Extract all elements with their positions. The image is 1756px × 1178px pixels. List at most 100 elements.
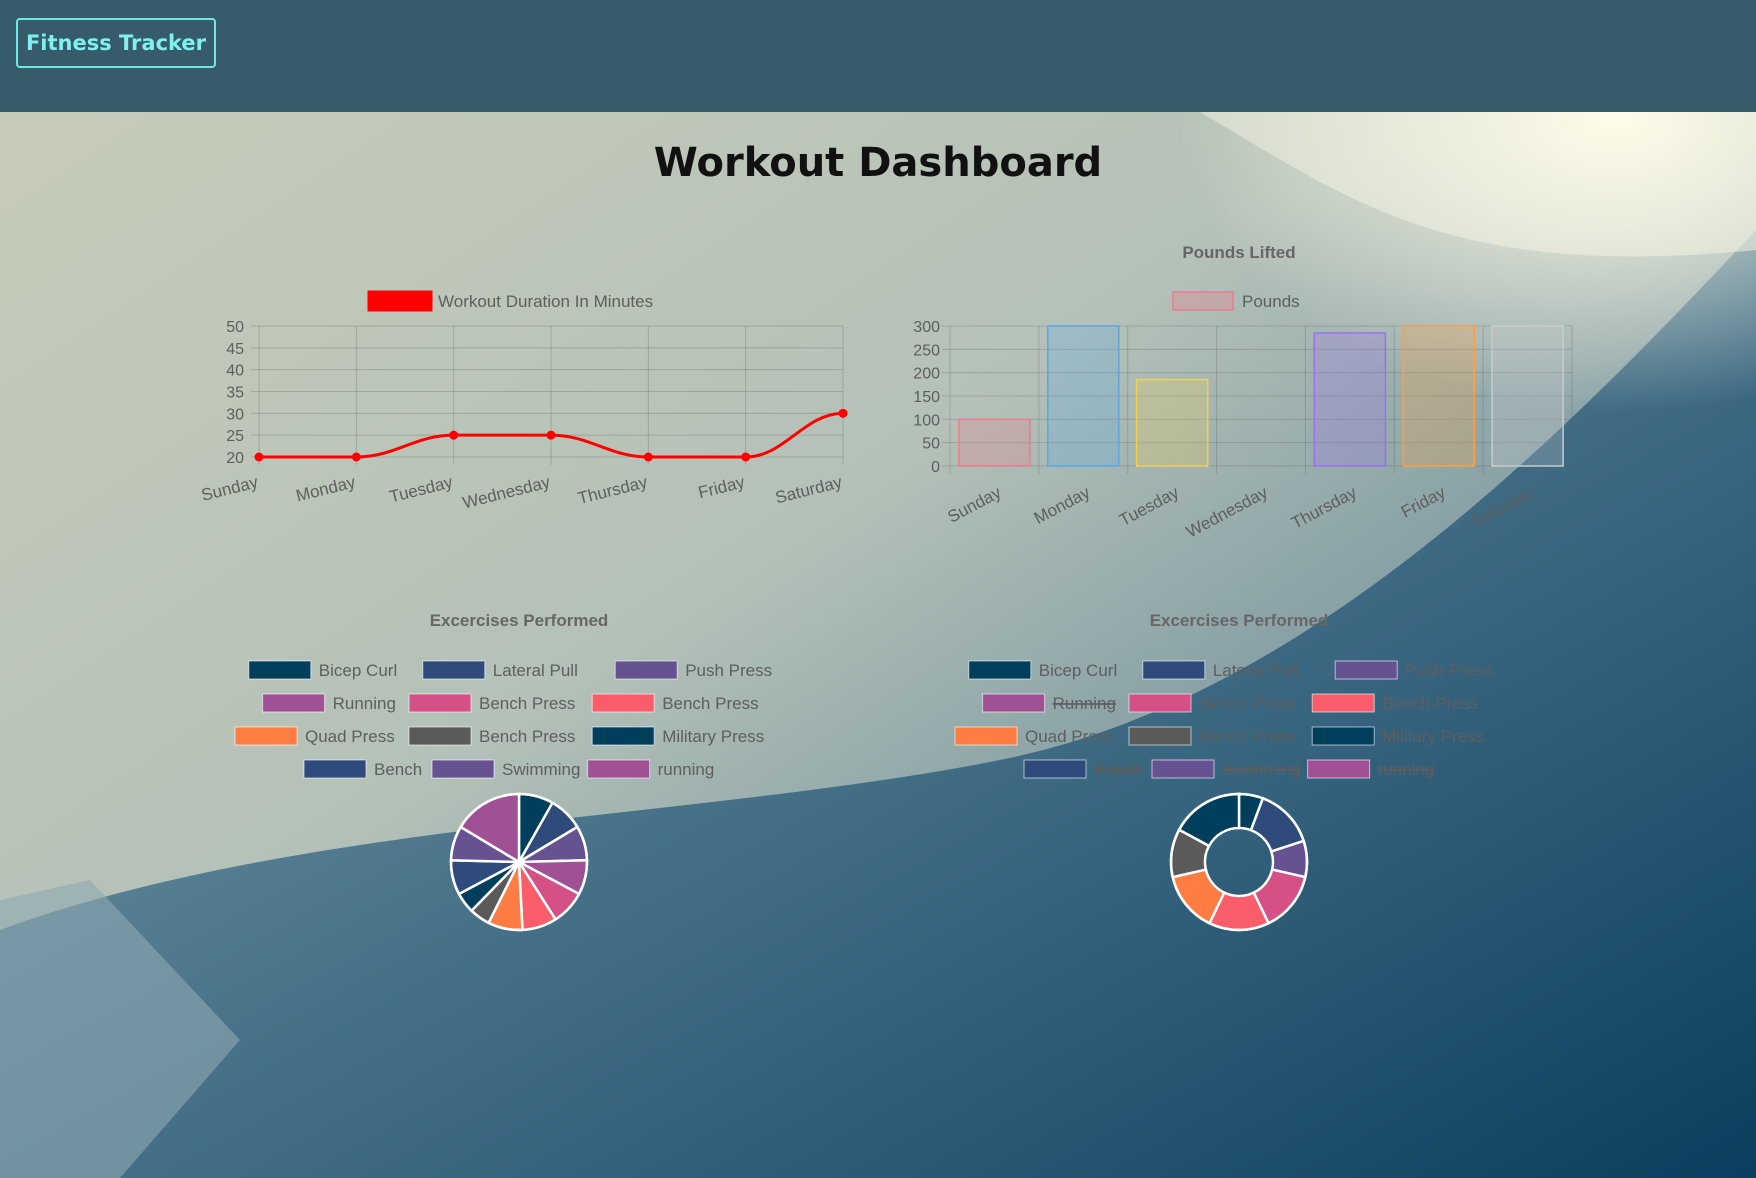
legend-swatch[interactable]: [303, 759, 367, 779]
legend-swatch[interactable]: [1128, 693, 1192, 713]
legend-item[interactable]: Swimming: [1151, 759, 1300, 779]
data-point[interactable]: [838, 408, 848, 418]
legend-item[interactable]: Bench Press: [1128, 693, 1295, 713]
legend-label: Running: [333, 694, 396, 713]
pie-outline: [449, 792, 589, 932]
legend-label: Bicep Curl: [1039, 661, 1117, 680]
legend-item[interactable]: Bench: [1023, 759, 1142, 779]
legend-label: Swimming: [1222, 760, 1300, 779]
x-tick-label: Thursday: [576, 472, 650, 508]
legend-item[interactable]: Push Press: [614, 660, 772, 680]
legend-item[interactable]: Bicep Curl: [248, 660, 397, 680]
legend-label: Quad Press: [305, 727, 395, 746]
legend-swatch[interactable]: [1142, 660, 1206, 680]
x-tick-label: Friday: [696, 472, 747, 502]
line-legend[interactable]: Workout Duration In Minutes: [367, 290, 653, 312]
x-tick-label: Sunday: [199, 472, 260, 505]
legend-label: Bench Press: [662, 694, 758, 713]
legend-swatch[interactable]: [422, 660, 486, 680]
legend-item[interactable]: Bench Press: [1311, 693, 1479, 713]
legend-item[interactable]: Quad Press: [234, 726, 395, 746]
legend-label: Bench Press: [1199, 727, 1295, 746]
data-point[interactable]: [741, 452, 751, 462]
legend-item[interactable]: Quad Press: [954, 726, 1115, 746]
legend-item[interactable]: Military Press: [591, 726, 764, 746]
legend-swatch[interactable]: [614, 660, 678, 680]
legend-swatch[interactable]: [1151, 759, 1215, 779]
data-point[interactable]: [254, 452, 264, 462]
chart-title: Excercises Performed: [1150, 611, 1329, 630]
legend-item[interactable]: Bench Press: [408, 693, 575, 713]
y-tick-label: 40: [226, 363, 244, 380]
bar[interactable]: [1491, 325, 1564, 467]
legend-item[interactable]: Push Press: [1334, 660, 1492, 680]
legend-label: Bench: [374, 760, 422, 779]
legend-label: Bench Press: [1199, 694, 1295, 713]
y-tick-label: 300: [913, 319, 940, 336]
legend-swatch[interactable]: [408, 693, 472, 713]
data-point[interactable]: [449, 430, 459, 440]
legend-label: Military Press: [1382, 727, 1484, 746]
data-point[interactable]: [546, 430, 556, 440]
legend-item[interactable]: Running: [982, 693, 1116, 713]
legend-swatch[interactable]: [1172, 291, 1234, 311]
legend-item[interactable]: Lateral Pull: [422, 660, 578, 680]
legend-swatch[interactable]: [1334, 660, 1398, 680]
bar[interactable]: [1402, 325, 1476, 467]
legend-swatch[interactable]: [1128, 726, 1192, 746]
y-tick-label: 100: [913, 412, 940, 429]
legend-swatch[interactable]: [982, 693, 1046, 713]
legend-label: Swimming: [502, 760, 580, 779]
legend-label: Push Press: [685, 661, 772, 680]
legend-swatch[interactable]: [408, 726, 472, 746]
y-tick-label: 50: [922, 436, 940, 453]
legend-label: Bicep Curl: [319, 661, 397, 680]
x-tick-label: Wednesday: [1183, 483, 1271, 542]
legend-item[interactable]: Lateral Pull: [1142, 660, 1298, 680]
legend-label: Running: [1053, 694, 1116, 713]
bar[interactable]: [1135, 378, 1209, 467]
brand-button[interactable]: Fitness Tracker: [16, 18, 216, 68]
legend-swatch[interactable]: [1023, 759, 1087, 779]
legend-item[interactable]: Swimming: [431, 759, 580, 779]
navbar: Fitness Tracker: [0, 0, 1756, 112]
legend-swatch[interactable]: [591, 726, 655, 746]
bar[interactable]: [1046, 325, 1120, 467]
legend-swatch[interactable]: [234, 726, 298, 746]
x-tick-label: Tuesday: [387, 472, 455, 506]
legend-swatch[interactable]: [591, 693, 655, 713]
legend-swatch[interactable]: [367, 290, 433, 312]
legend-swatch[interactable]: [587, 759, 651, 779]
pie-outline: [1169, 792, 1309, 932]
legend-item[interactable]: running: [587, 759, 715, 779]
chart-title: Excercises Performed: [430, 611, 609, 630]
legend-swatch[interactable]: [262, 693, 326, 713]
legend-item[interactable]: Bench: [303, 759, 422, 779]
bar-legend[interactable]: Pounds: [1172, 291, 1300, 311]
legend-item[interactable]: Bench Press: [591, 693, 759, 713]
y-tick-label: 200: [913, 366, 940, 383]
legend-swatch[interactable]: [431, 759, 495, 779]
legend-item[interactable]: running: [1307, 759, 1435, 779]
x-tick-label: Thursday: [1288, 483, 1360, 533]
legend-item[interactable]: Bench Press: [1128, 726, 1295, 746]
data-point[interactable]: [643, 452, 653, 462]
y-tick-label: 45: [226, 341, 244, 358]
legend-label: running: [1378, 760, 1435, 779]
legend-swatch[interactable]: [968, 660, 1032, 680]
data-point[interactable]: [351, 452, 361, 462]
legend-item[interactable]: Military Press: [1311, 726, 1484, 746]
legend-swatch[interactable]: [1311, 726, 1375, 746]
legend-item[interactable]: Bicep Curl: [968, 660, 1117, 680]
legend-item[interactable]: Bench Press: [408, 726, 575, 746]
legend-swatch[interactable]: [1311, 693, 1375, 713]
legend-swatch[interactable]: [954, 726, 1018, 746]
legend-item[interactable]: Running: [262, 693, 396, 713]
legend-swatch[interactable]: [248, 660, 312, 680]
bar[interactable]: [1313, 332, 1387, 467]
workout-duration-chart: Workout Duration In Minutes 20 25 30 35 40 45 5…: [199, 290, 848, 513]
legend-swatch[interactable]: [1307, 759, 1371, 779]
bar[interactable]: [958, 418, 1031, 467]
